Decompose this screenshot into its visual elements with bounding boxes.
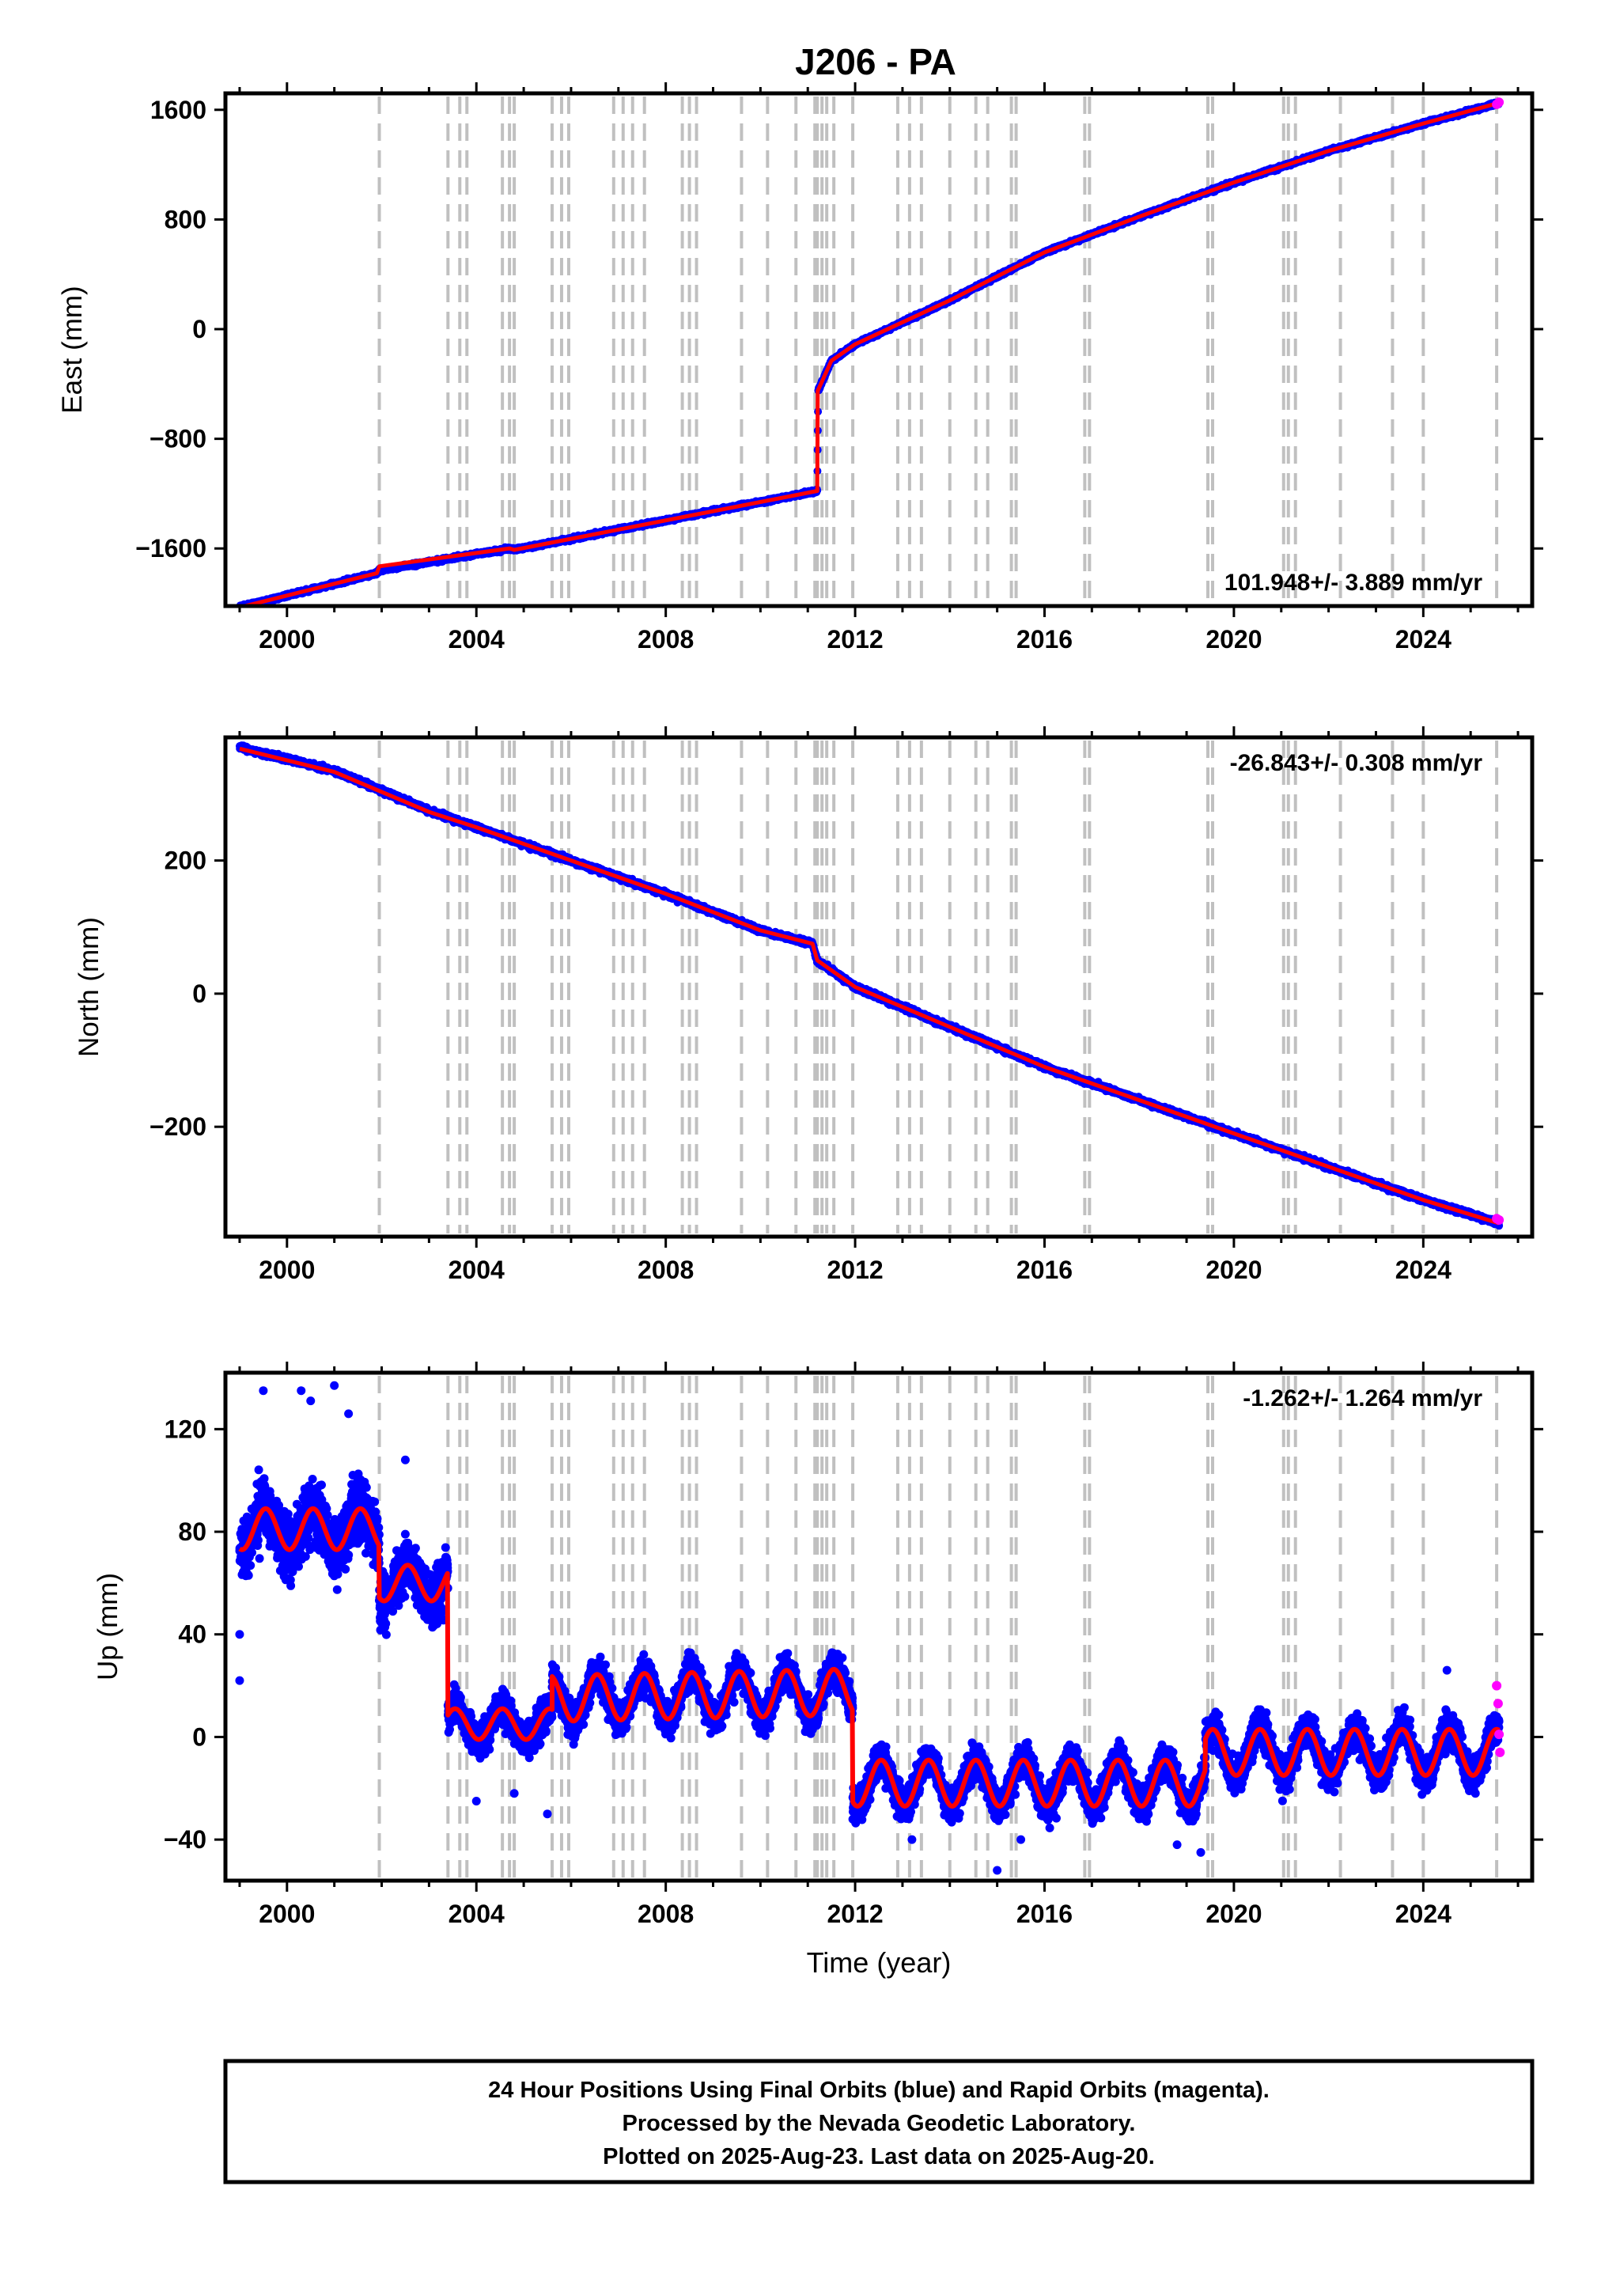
figure-title: J206 - PA: [795, 41, 956, 82]
event-lines: [377, 97, 1499, 603]
data-layer: [236, 97, 1504, 606]
final-orbit-points: [236, 98, 1504, 606]
east-panel: 2000 2004 2008 2012 2016 2020 2024−1600−800080…: [57, 82, 1543, 654]
